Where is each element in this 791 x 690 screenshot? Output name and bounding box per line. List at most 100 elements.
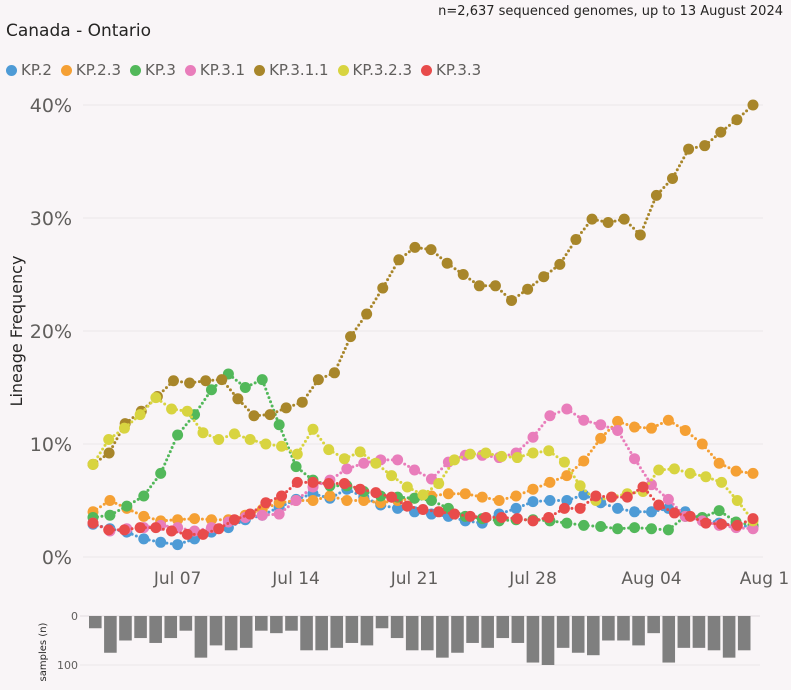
data-point[interactable] [684,467,696,479]
data-point[interactable] [138,490,150,502]
data-point[interactable] [558,502,570,514]
data-point[interactable] [570,233,582,245]
data-point[interactable] [612,523,624,535]
data-point[interactable] [87,517,99,529]
data-point[interactable] [358,457,370,469]
data-point[interactable] [200,375,212,387]
sample-bar[interactable] [451,616,464,653]
data-point[interactable] [338,478,350,490]
data-point[interactable] [166,525,178,537]
data-point[interactable] [645,523,657,535]
data-point[interactable] [511,513,523,525]
data-point[interactable] [730,465,742,477]
data-point[interactable] [713,505,725,517]
data-point[interactable] [457,269,469,280]
legend-item-kp3-2-3[interactable]: KP.3.2.3 [337,61,412,79]
data-point[interactable] [232,393,244,405]
data-point[interactable] [354,483,366,495]
data-point[interactable] [668,463,680,475]
data-point[interactable] [538,271,550,283]
sample-bar[interactable] [617,616,630,641]
data-point[interactable] [544,476,556,488]
data-point[interactable] [561,517,573,529]
data-point[interactable] [296,396,308,408]
data-point[interactable] [172,514,184,526]
sample-bar[interactable] [330,616,344,648]
sample-bar[interactable] [556,616,570,648]
sample-bar[interactable] [270,616,283,634]
data-point[interactable] [104,495,116,506]
data-point[interactable] [401,481,413,493]
sample-bar[interactable] [149,616,162,643]
sample-bar[interactable] [119,616,132,641]
data-point[interactable] [291,476,303,488]
data-point[interactable] [87,458,99,470]
data-point[interactable] [324,490,336,502]
data-point[interactable] [653,464,665,476]
data-point[interactable] [527,431,539,443]
sample-bar[interactable] [239,616,253,648]
data-point[interactable] [150,522,162,534]
data-point[interactable] [260,438,272,450]
data-point[interactable] [338,453,350,465]
data-point[interactable] [476,491,488,503]
data-point[interactable] [629,421,641,433]
data-point[interactable] [323,478,335,490]
data-point[interactable] [181,405,193,417]
data-point[interactable] [699,140,711,152]
data-point[interactable] [713,457,725,469]
data-point[interactable] [586,213,598,225]
sample-bar[interactable] [390,616,404,639]
data-point[interactable] [244,433,256,445]
data-point[interactable] [433,506,445,518]
data-point[interactable] [150,392,162,404]
data-point[interactable] [731,495,743,506]
data-point[interactable] [700,471,712,483]
sample-bar[interactable] [692,616,706,648]
data-point[interactable] [392,502,404,514]
sample-bar[interactable] [315,616,328,651]
sample-bar[interactable] [647,616,660,634]
data-point[interactable] [370,487,382,499]
data-point[interactable] [561,470,573,482]
data-point[interactable] [602,217,614,229]
data-point[interactable] [595,419,607,431]
data-point[interactable] [731,114,743,126]
data-point[interactable] [662,493,674,505]
data-point[interactable] [634,229,646,241]
data-point[interactable] [489,280,501,292]
data-point[interactable] [386,491,398,503]
sample-bar[interactable] [134,616,147,639]
data-point[interactable] [442,488,454,500]
data-point[interactable] [496,511,508,523]
data-point[interactable] [354,446,366,458]
data-point[interactable] [228,514,240,526]
data-point[interactable] [679,424,691,436]
data-point[interactable] [662,524,674,536]
data-point[interactable] [341,495,353,506]
data-point[interactable] [290,495,302,506]
sample-bar[interactable] [632,616,645,646]
data-point[interactable] [409,492,421,504]
data-point[interactable] [392,454,404,466]
data-point[interactable] [696,438,708,450]
data-point[interactable] [213,433,225,445]
data-point[interactable] [417,504,429,516]
data-point[interactable] [700,517,712,529]
data-point[interactable] [345,331,357,343]
data-point[interactable] [464,510,476,522]
data-point[interactable] [747,513,759,525]
data-point[interactable] [276,440,288,452]
data-point[interactable] [747,99,759,111]
data-point[interactable] [637,481,649,493]
data-point[interactable] [578,455,590,467]
data-point[interactable] [273,419,285,431]
data-point[interactable] [291,448,303,460]
data-point[interactable] [574,502,586,514]
data-point[interactable] [181,528,193,540]
sample-bar[interactable] [707,616,721,651]
data-point[interactable] [312,374,324,386]
data-point[interactable] [401,500,413,512]
data-point[interactable] [543,511,555,523]
data-point[interactable] [290,461,302,473]
